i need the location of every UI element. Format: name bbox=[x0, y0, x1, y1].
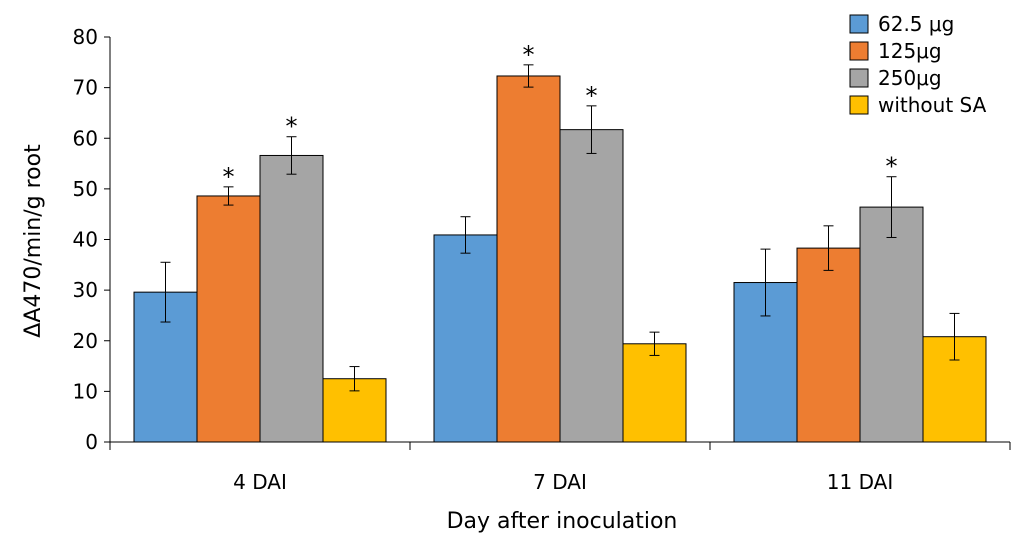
error-bar-0-2 bbox=[760, 248, 771, 317]
y-tick-label-3: 30 bbox=[73, 278, 98, 302]
y-tick-label-8: 80 bbox=[73, 25, 98, 49]
bar-2-2 bbox=[859, 206, 924, 443]
y-tick-label-4: 40 bbox=[73, 228, 98, 252]
error-bar-3-1 bbox=[649, 331, 660, 356]
error-bar-3-0 bbox=[349, 366, 360, 392]
x-tick-label-1: 7 DAI bbox=[533, 470, 587, 494]
bar-1-1 bbox=[496, 75, 561, 443]
bar-2-0 bbox=[259, 154, 324, 443]
legend-label-2: 250μg bbox=[878, 66, 942, 90]
legend: 62.5 μg 125μg 250μg without SA bbox=[849, 12, 987, 117]
legend-item-2: 250μg bbox=[849, 66, 942, 90]
legend-item-1: 125μg bbox=[849, 39, 942, 63]
significance-star-1-1: * bbox=[523, 41, 535, 69]
bar-2-1 bbox=[559, 129, 624, 443]
legend-item-0: 62.5 μg bbox=[849, 12, 954, 36]
y-tick-label-5: 50 bbox=[73, 177, 98, 201]
error-bar-2-1 bbox=[586, 105, 597, 154]
error-bar-1-0 bbox=[223, 186, 234, 206]
x-tick-label-0: 4 DAI bbox=[233, 470, 287, 494]
x-tick-label-2: 11 DAI bbox=[827, 470, 893, 494]
legend-label-1: 125μg bbox=[878, 39, 942, 63]
y-tick-label-7: 70 bbox=[73, 76, 98, 100]
legend-swatch-3 bbox=[849, 95, 869, 115]
x-axis-title: Day after inoculation bbox=[447, 509, 678, 533]
legend-swatch-2 bbox=[849, 68, 869, 88]
bar-3-1 bbox=[622, 343, 687, 443]
legend-label-0: 62.5 μg bbox=[878, 12, 954, 36]
significance-star-2-1: * bbox=[586, 82, 598, 110]
y-tick-label-6: 60 bbox=[73, 126, 98, 150]
error-bars-layer bbox=[160, 64, 960, 392]
error-bar-2-2 bbox=[886, 176, 897, 238]
y-tick-label-2: 20 bbox=[73, 329, 98, 353]
bar-0-1 bbox=[433, 234, 498, 443]
significance-markers-layer: * * * * * bbox=[223, 41, 898, 191]
bar-1-2 bbox=[796, 247, 861, 443]
significance-star-2-2: * bbox=[886, 153, 898, 181]
axes-layer: 0 10 20 30 40 50 60 70 80 4 DAI 7 DAI 11 DAI bbox=[73, 25, 1011, 494]
error-bar-0-0 bbox=[160, 261, 171, 323]
significance-star-1-0: * bbox=[223, 163, 235, 191]
y-axis-title: ΔA470/min/g root bbox=[21, 144, 46, 338]
legend-label-3: without SA bbox=[878, 93, 987, 117]
y-tick-label-1: 10 bbox=[73, 379, 98, 403]
error-bar-1-1 bbox=[523, 64, 534, 88]
bars-layer bbox=[133, 75, 987, 443]
legend-swatch-1 bbox=[849, 41, 869, 61]
y-tick-label-0: 0 bbox=[85, 430, 98, 454]
legend-item-3: without SA bbox=[849, 93, 987, 117]
error-bar-0-1 bbox=[460, 216, 471, 254]
error-bar-3-2 bbox=[949, 312, 960, 361]
error-bar-1-2 bbox=[823, 225, 834, 271]
significance-star-2-0: * bbox=[286, 113, 298, 141]
legend-swatch-0 bbox=[849, 14, 869, 34]
error-bar-2-0 bbox=[286, 136, 297, 175]
bar-1-0 bbox=[196, 195, 261, 443]
